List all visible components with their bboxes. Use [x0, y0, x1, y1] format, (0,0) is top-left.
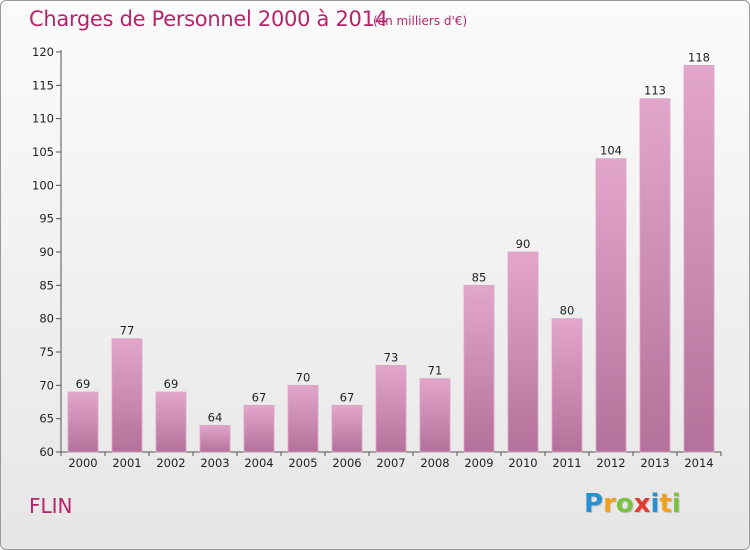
bars [67, 64, 715, 453]
data-label-2006: 67 [340, 390, 355, 404]
data-label-2010: 90 [516, 237, 531, 251]
x-tick-label-2007: 2007 [376, 456, 405, 470]
x-tick-label-2001: 2001 [112, 456, 141, 470]
x-tick-label-2004: 2004 [244, 456, 273, 470]
x-tick-label-2014: 2014 [684, 456, 713, 470]
data-label-2004: 67 [252, 390, 267, 404]
logo-letter: i [650, 489, 660, 519]
data-label-2002: 69 [164, 377, 179, 391]
bar-2011 [551, 318, 583, 453]
bar-2014 [683, 64, 715, 453]
x-tick-label-2002: 2002 [156, 456, 185, 470]
data-label-2009: 85 [472, 270, 487, 284]
data-label-2005: 70 [296, 370, 311, 384]
x-tick-label-2006: 2006 [332, 456, 361, 470]
y-tick-label: 105 [32, 145, 54, 159]
y-tick-label: 115 [32, 78, 54, 92]
x-tick-label-2012: 2012 [596, 456, 625, 470]
x-tick-label-2009: 2009 [464, 456, 493, 470]
logo-letter: t [659, 489, 672, 519]
y-tick-label: 120 [32, 45, 54, 59]
bar-2007 [375, 364, 407, 453]
logo-letter: x [633, 489, 651, 519]
bar-2006 [331, 404, 363, 453]
bar-2005 [287, 384, 319, 453]
bar-2012 [595, 158, 627, 453]
x-tick-label-2005: 2005 [288, 456, 317, 470]
data-label-2001: 77 [120, 324, 135, 338]
data-label-2008: 71 [428, 364, 443, 378]
data-label-2007: 73 [384, 350, 399, 364]
chart-subtitle: (en milliers d'€) [373, 14, 468, 28]
data-labels: 69 77 69 64 67 70 67 73 71 85 90 80 104 113 118 [76, 50, 710, 424]
data-label-2014: 118 [688, 50, 710, 64]
y-tick-label: 70 [39, 378, 54, 392]
y-tick-label: 75 [39, 345, 54, 359]
bar-2003 [199, 424, 231, 453]
bar-2002 [155, 391, 187, 453]
logo-letter: i [671, 489, 681, 519]
bar-2009 [463, 284, 495, 453]
commune-name: FLIN [29, 494, 73, 518]
logo-letter: P [584, 489, 604, 519]
x-tick-label-2000: 2000 [68, 456, 97, 470]
y-tick-label: 95 [39, 212, 54, 226]
x-tick-label-2008: 2008 [420, 456, 449, 470]
data-label-2013: 113 [644, 84, 666, 98]
bar-2001 [111, 338, 143, 453]
x-tick-label-2011: 2011 [552, 456, 581, 470]
axes: 60 65 70 75 80 85 90 95 100 105 110 115 120 2000 2001 2… [32, 45, 722, 470]
data-label-2000: 69 [76, 377, 91, 391]
logo-letter: o [615, 489, 634, 519]
y-tick-label: 80 [39, 312, 54, 326]
bar-2004 [243, 404, 275, 453]
x-tick-label-2003: 2003 [200, 456, 229, 470]
x-tick-label-2010: 2010 [508, 456, 537, 470]
data-label-2003: 64 [208, 410, 223, 424]
bar-2010 [507, 251, 539, 453]
data-label-2012: 104 [600, 144, 622, 158]
data-label-2011: 80 [560, 304, 575, 318]
bar-2008 [419, 378, 451, 453]
bar-2000 [67, 391, 99, 453]
y-tick-label: 90 [39, 245, 54, 259]
y-tick-label: 85 [39, 278, 54, 292]
proxiti-logo[interactable]: Proxiti [584, 489, 681, 519]
y-tick-label: 65 [39, 412, 54, 426]
bar-2013 [639, 98, 671, 453]
chart-title: Charges de Personnel 2000 à 2014 [29, 7, 388, 31]
logo-letter: r [603, 489, 616, 519]
x-tick-label-2013: 2013 [640, 456, 669, 470]
y-tick-label: 60 [39, 445, 54, 459]
y-tick-label: 100 [32, 178, 54, 192]
y-tick-label: 110 [32, 112, 54, 126]
